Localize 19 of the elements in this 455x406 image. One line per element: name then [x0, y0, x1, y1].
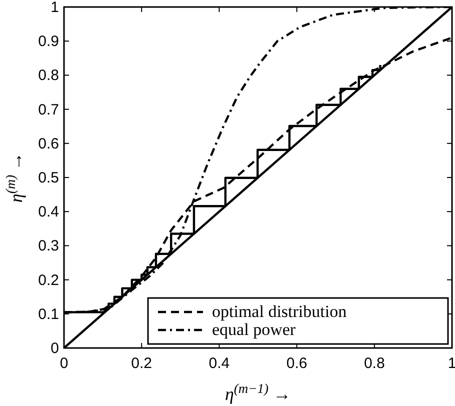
x-tick-label: 0.2	[131, 355, 152, 372]
legend-label: optimal distribution	[212, 302, 348, 321]
x-tick-label: 1	[448, 355, 455, 372]
x-tick-label: 0.8	[364, 355, 385, 372]
x-tick-label: 0.4	[208, 355, 230, 372]
legend-label: equal power	[212, 320, 296, 339]
y-tick-label: 0.4	[38, 204, 59, 221]
y-tick-label: 0.7	[38, 101, 59, 118]
x-tick-label: 0.6	[286, 355, 308, 372]
y-tick-label: 0.8	[38, 67, 59, 84]
y-tick-label: 0.5	[38, 170, 59, 186]
y-tick-label: 0.6	[38, 135, 59, 152]
y-tick-label: 0.2	[38, 272, 59, 289]
y-tick-label: 1	[50, 0, 59, 16]
y-tick-label: 0.9	[38, 33, 59, 50]
y-tick-label: 0.3	[38, 238, 59, 255]
x-axis-title: η$^{(m−1)}$ →	[224, 380, 292, 404]
y-tick-label: 0.1	[38, 306, 59, 323]
y-tick-label: 0	[50, 340, 59, 357]
